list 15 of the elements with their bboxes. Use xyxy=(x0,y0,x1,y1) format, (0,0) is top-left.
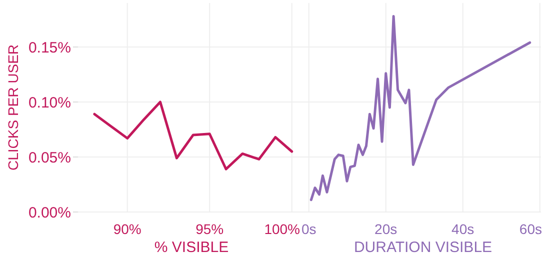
x-tick-label: 95% xyxy=(196,221,224,237)
line-series xyxy=(93,100,294,170)
x-axis-title: % VISIBLE xyxy=(154,239,229,256)
y-tick-label: 0.05% xyxy=(28,149,71,166)
y-tick-label: 0.10% xyxy=(28,94,71,112)
x-tick-label: 60s xyxy=(519,221,542,237)
x-tick-label: 90% xyxy=(113,221,142,237)
x-axis-title: DURATION VISIBLE xyxy=(354,239,492,256)
x-tick-label: 0s xyxy=(301,221,316,237)
x-tick-label: 20s xyxy=(374,221,398,237)
x-tick-label: 100% xyxy=(264,221,300,237)
y-tick-label: 0.15% xyxy=(28,39,71,56)
y-axis-title: CLICKS PER USER xyxy=(5,44,21,171)
x-tick-label: 40s xyxy=(452,221,474,237)
y-tick-label: 0.00% xyxy=(28,204,71,222)
